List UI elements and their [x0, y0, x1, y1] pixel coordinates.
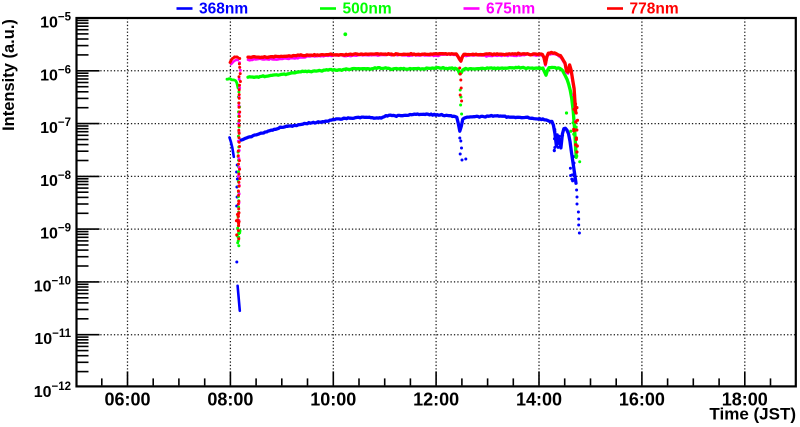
svg-text:Intensity (a.u.): Intensity (a.u.)	[0, 19, 18, 131]
svg-text:10−11: 10−11	[34, 328, 71, 348]
svg-text:368nm: 368nm	[199, 1, 248, 18]
svg-text:06:00: 06:00	[104, 390, 150, 410]
svg-text:10−10: 10−10	[34, 275, 71, 295]
svg-text:10−12: 10−12	[34, 381, 71, 401]
svg-text:12:00: 12:00	[413, 390, 459, 410]
svg-text:08:00: 08:00	[207, 390, 253, 410]
svg-text:10−6: 10−6	[40, 64, 71, 84]
svg-text:10:00: 10:00	[310, 390, 356, 410]
svg-text:778nm: 778nm	[630, 1, 679, 18]
svg-text:18:00: 18:00	[722, 390, 768, 410]
svg-text:Time (JST): Time (JST)	[709, 405, 796, 424]
svg-text:10−9: 10−9	[40, 223, 71, 243]
svg-text:16:00: 16:00	[619, 390, 665, 410]
svg-text:10−8: 10−8	[40, 170, 72, 190]
svg-text:675nm: 675nm	[486, 1, 535, 18]
svg-text:10−7: 10−7	[40, 117, 71, 137]
svg-text:10−5: 10−5	[40, 12, 72, 32]
svg-text:14:00: 14:00	[516, 390, 562, 410]
svg-text:500nm: 500nm	[343, 1, 392, 18]
